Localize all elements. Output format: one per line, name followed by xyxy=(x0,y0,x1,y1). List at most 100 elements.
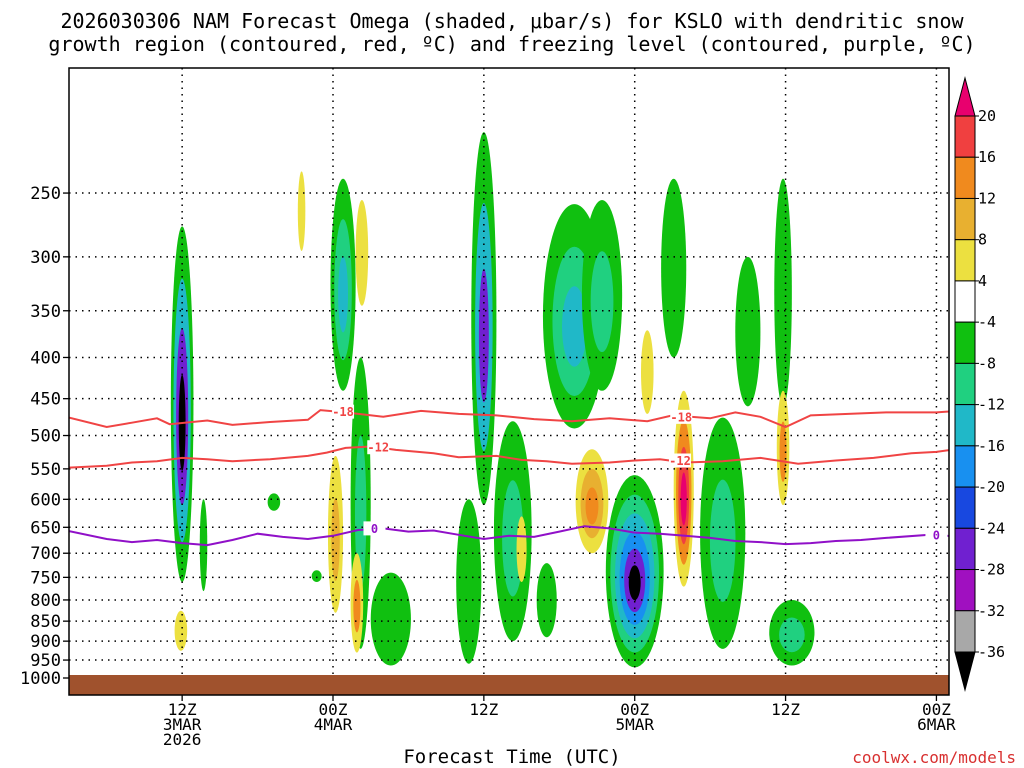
colorbar-label--12: -12 xyxy=(978,396,1005,414)
omega-cell-8-1 xyxy=(331,498,340,581)
colorbar-bottom-triangle xyxy=(954,651,976,692)
contour-label--12: -12 xyxy=(669,454,691,468)
chart-title-line2: growth region (contoured, red, ºC) and f… xyxy=(48,32,976,56)
omega-cell-28-1 xyxy=(779,617,805,653)
contour-label-bg xyxy=(332,404,355,419)
omega-cell-16-2 xyxy=(561,286,587,367)
omega-cell-3-0 xyxy=(267,493,281,511)
omega-cell-19-0 xyxy=(536,563,557,638)
contour-label-bg xyxy=(925,527,948,542)
x-tick-label: 4MAR xyxy=(314,715,353,734)
y-tick-label-750: 750 xyxy=(30,568,61,588)
contour-label-bg xyxy=(363,521,386,536)
y-tick-label-350: 350 xyxy=(30,302,61,322)
y-tick-label-700: 700 xyxy=(30,544,61,564)
omega-cell-6-2 xyxy=(338,256,349,333)
colorbar-label-16: 16 xyxy=(978,148,996,166)
colorbar-swatch-3 xyxy=(954,197,976,241)
colorbar-top-triangle xyxy=(954,76,976,117)
colorbar-swatch-11 xyxy=(954,527,976,571)
contour-label-bg xyxy=(668,453,691,468)
omega-cell-5-0 xyxy=(297,171,306,251)
omega-cell-4-0 xyxy=(311,570,322,582)
omega-cell-10-1 xyxy=(353,579,361,633)
omega-cell-9-1 xyxy=(354,435,367,590)
y-tick-label-500: 500 xyxy=(30,427,61,447)
x-tick-label: 2026 xyxy=(163,730,202,749)
x-tick-label: 3MAR xyxy=(163,715,202,734)
contour-label--18: -18 xyxy=(670,410,692,424)
colorbar-label--20: -20 xyxy=(978,478,1005,496)
colorbar-label-8: 8 xyxy=(978,231,987,249)
y-tick-label-900: 900 xyxy=(30,632,61,652)
x-axis-title: Forecast Time (UTC) xyxy=(403,746,621,768)
y-tick-label-550: 550 xyxy=(30,460,61,480)
y-tick-label-600: 600 xyxy=(30,490,61,510)
y-tick-label-950: 950 xyxy=(30,651,61,671)
omega-cell-11-0 xyxy=(370,572,411,666)
colorbar-label--28: -28 xyxy=(978,561,1005,579)
colorbar-label-12: 12 xyxy=(978,189,996,207)
x-tick-label: 00Z xyxy=(620,700,649,719)
omega-cell-17-1 xyxy=(590,251,614,353)
x-tick-label: 5MAR xyxy=(615,715,654,734)
contours: -18 -18-18-12-12-120 0 xyxy=(69,404,949,547)
omega-cell-13-0 xyxy=(456,499,482,664)
colorbar-label--36: -36 xyxy=(978,643,1005,661)
omega-cell-18-2 xyxy=(585,487,599,525)
x-tick-label: 12Z xyxy=(469,700,498,719)
y-tick-label-300: 300 xyxy=(30,248,61,268)
x-tick-label: 12Z xyxy=(771,700,800,719)
colorbar-swatch-13 xyxy=(954,610,976,653)
contour-label-0: 0 xyxy=(371,522,378,536)
grid xyxy=(69,68,949,695)
x-tick-label: 12Z xyxy=(168,700,197,719)
colorbar-swatch-4 xyxy=(954,239,976,282)
y-tick-label-650: 650 xyxy=(30,518,61,538)
x-tick-label: 00Z xyxy=(922,700,951,719)
colorbar-label-20: 20 xyxy=(978,107,996,125)
y-tick-label-450: 450 xyxy=(30,390,61,410)
omega-cell-23-3 xyxy=(680,472,687,526)
omega-shading xyxy=(170,132,815,668)
omega-cell-22-0 xyxy=(661,178,687,358)
colorbar-label--4: -4 xyxy=(978,313,996,331)
colorbar-label-4: 4 xyxy=(978,272,987,290)
colorbar-swatch-5 xyxy=(954,280,976,323)
x-tick-label: 6MAR xyxy=(917,715,956,734)
y-tick-label-400: 400 xyxy=(30,348,61,368)
colorbar-label--24: -24 xyxy=(978,519,1005,537)
contour-label-0: 0 xyxy=(933,528,940,542)
omega-cell-26-0 xyxy=(774,178,792,407)
y-tick-label-850: 850 xyxy=(30,612,61,632)
omega-cell-21-0 xyxy=(641,330,654,414)
colorbar-label--16: -16 xyxy=(978,437,1005,455)
colorbar-swatch-10 xyxy=(954,486,976,529)
colorbar-swatch-1 xyxy=(954,115,976,158)
colorbar-label--32: -32 xyxy=(978,602,1005,620)
colorbar-swatch-9 xyxy=(954,445,976,488)
colorbar-swatch-7 xyxy=(954,362,976,406)
y-tick-label-1000: 1000 xyxy=(20,669,61,689)
ground-layer xyxy=(69,675,949,695)
chart-title-line1: 2026030306 NAM Forecast Omega (shaded, μ… xyxy=(60,9,964,33)
contour-label-bg xyxy=(367,440,390,455)
credit-link[interactable]: coolwx.com/models xyxy=(852,748,1016,767)
contour-label--12: -12 xyxy=(367,441,389,455)
omega-cell-27-1 xyxy=(779,421,787,482)
omega-cell-24-1 xyxy=(709,479,736,602)
omega-cell-25-0 xyxy=(735,256,761,407)
contour-label-bg xyxy=(670,409,693,424)
colorbar-swatch-8 xyxy=(954,404,976,447)
omega-cell-7-0 xyxy=(355,199,369,306)
y-tick-label-800: 800 xyxy=(30,591,61,611)
colorbar-label--8: -8 xyxy=(978,354,996,372)
omega-cell-15-0 xyxy=(516,516,527,582)
colorbar-swatch-2 xyxy=(954,156,976,199)
contour-line--18 xyxy=(69,409,949,429)
contour-line--12 xyxy=(69,445,949,469)
colorbar-swatch-12 xyxy=(954,569,976,612)
y-axis: 2503003504004505005506006507007508008509… xyxy=(20,184,69,689)
